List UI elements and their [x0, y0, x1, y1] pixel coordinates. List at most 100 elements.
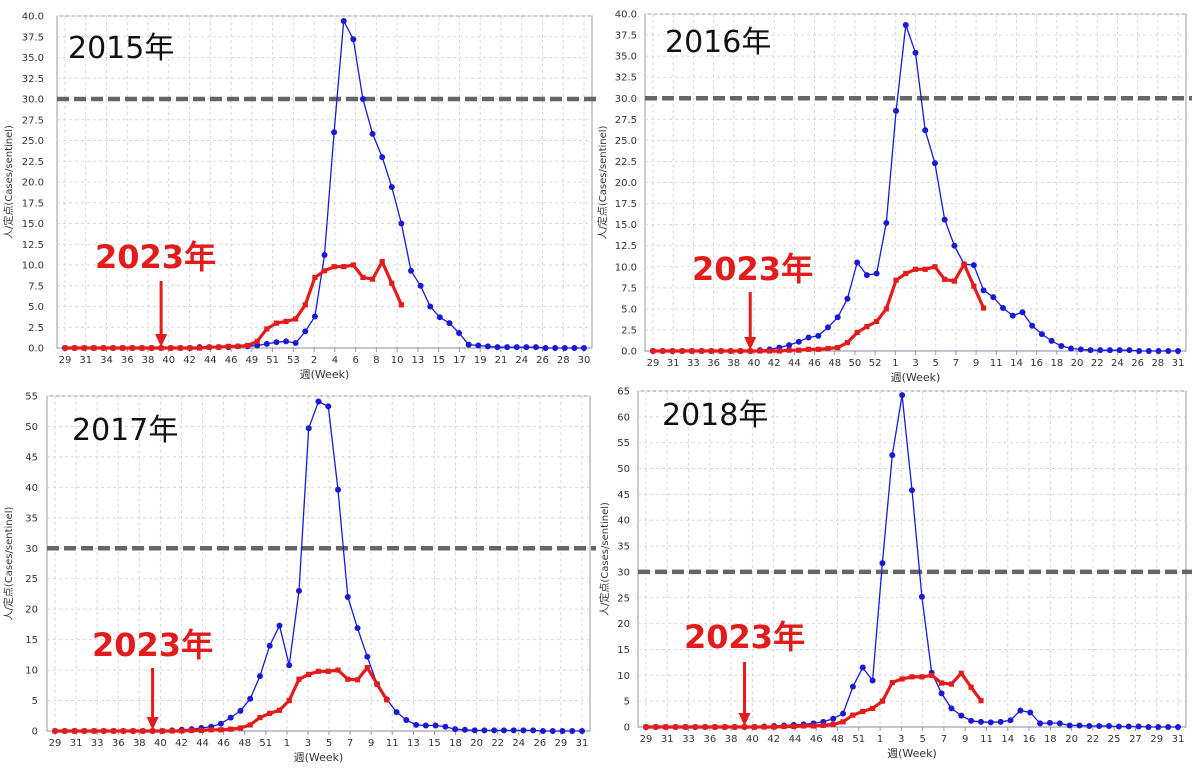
- y-tick-label: 35: [617, 542, 630, 553]
- x-tick-label: 31: [661, 734, 674, 745]
- data-point: [315, 398, 322, 405]
- data-point: [344, 594, 351, 600]
- data-point: [922, 127, 929, 134]
- x-tick-label: 7: [347, 738, 353, 749]
- data-point: [306, 671, 312, 677]
- panel-year-title: 2017年: [72, 413, 178, 448]
- x-tick-label: 33: [687, 358, 700, 369]
- x-tick-label: 49: [245, 355, 258, 366]
- x-tick-label: 29: [1150, 734, 1163, 745]
- data-point: [781, 723, 787, 730]
- data-point: [932, 264, 938, 270]
- x-tick-label: 53: [287, 355, 300, 366]
- data-point: [893, 277, 899, 283]
- x-tick-label: 44: [789, 734, 802, 745]
- data-point: [179, 728, 185, 734]
- data-point: [276, 622, 283, 629]
- x-tick-label: 3: [305, 738, 311, 749]
- x-tick-label: 14: [1001, 734, 1014, 745]
- x-tick-label: 22: [491, 738, 504, 749]
- x-tick-label: 28: [1151, 358, 1164, 369]
- y-tick-label: 5.0: [28, 302, 44, 313]
- data-point: [805, 334, 812, 341]
- y-tick-label: 25: [617, 593, 630, 604]
- data-point: [520, 727, 527, 734]
- data-point: [834, 314, 841, 321]
- x-tick-label: 16: [1023, 734, 1036, 745]
- data-point: [1116, 347, 1123, 354]
- y-tick-label: 40: [617, 516, 630, 527]
- data-point: [177, 345, 183, 351]
- data-point: [216, 344, 222, 350]
- data-point: [791, 723, 797, 730]
- x-tick-label: 22: [1087, 734, 1100, 745]
- x-tick-label: 36: [707, 358, 720, 369]
- data-point: [650, 348, 656, 354]
- data-point: [217, 720, 224, 727]
- data-point: [475, 342, 482, 349]
- data-point: [1125, 723, 1132, 730]
- data-point: [912, 49, 919, 56]
- data-point: [571, 345, 578, 351]
- x-axis-title: 週(Week): [891, 371, 941, 384]
- data-point: [263, 340, 270, 347]
- data-point: [1076, 722, 1083, 729]
- data-point: [830, 715, 837, 722]
- data-point: [72, 345, 78, 351]
- data-point: [1097, 347, 1104, 354]
- data-point: [247, 695, 254, 702]
- x-tick-label: 46: [810, 734, 823, 745]
- data-point: [91, 728, 97, 734]
- data-point: [889, 452, 896, 459]
- y-tick-label: 27.5: [615, 115, 637, 126]
- x-tick-label: 1: [877, 734, 883, 745]
- data-point: [902, 21, 909, 28]
- y-tick-label: 25.0: [615, 136, 637, 147]
- data-point: [840, 710, 847, 717]
- annotation-2023-label: 2023年: [95, 238, 216, 276]
- data-point: [1068, 345, 1075, 352]
- data-point: [581, 345, 587, 351]
- data-point: [266, 642, 273, 649]
- x-tick-label: 36: [703, 734, 716, 745]
- series-2023: [62, 259, 404, 351]
- data-point: [422, 722, 429, 729]
- annotation-2023-label: 2023年: [92, 626, 213, 664]
- data-point: [1027, 709, 1034, 716]
- data-point: [1037, 720, 1044, 727]
- y-tick-label: 7.5: [621, 283, 637, 294]
- data-point: [417, 282, 424, 289]
- data-point: [893, 107, 900, 114]
- data-point: [325, 668, 331, 674]
- data-point: [1106, 347, 1113, 354]
- data-point: [120, 345, 126, 351]
- data-point: [198, 727, 204, 733]
- data-point: [997, 718, 1004, 725]
- data-point: [389, 280, 395, 286]
- x-tick-label: 48: [831, 734, 844, 745]
- data-point: [938, 690, 945, 697]
- data-point: [929, 672, 935, 678]
- data-point: [302, 302, 308, 308]
- data-point: [62, 345, 68, 351]
- series-2023: [650, 261, 987, 354]
- x-tick-label: 31: [79, 355, 92, 366]
- data-point: [1066, 722, 1073, 729]
- data-point: [1155, 724, 1162, 730]
- y-tick-label: 22.5: [22, 157, 44, 168]
- data-point: [129, 345, 135, 351]
- y-tick-label: 22.5: [615, 157, 637, 168]
- data-point: [761, 724, 767, 730]
- data-point: [364, 665, 370, 671]
- x-tick-label: 1: [892, 358, 898, 369]
- data-point: [403, 717, 410, 724]
- plot-area: [637, 390, 1187, 728]
- data-point: [815, 346, 821, 352]
- x-tick-label: 9: [368, 738, 374, 749]
- x-tick-label: 33: [682, 734, 695, 745]
- x-tick-label: 27: [1129, 734, 1142, 745]
- data-point: [977, 718, 984, 725]
- x-tick-label: 29: [49, 738, 62, 749]
- x-tick-label: 3: [898, 734, 904, 745]
- annotation-2023-label: 2023年: [692, 250, 813, 288]
